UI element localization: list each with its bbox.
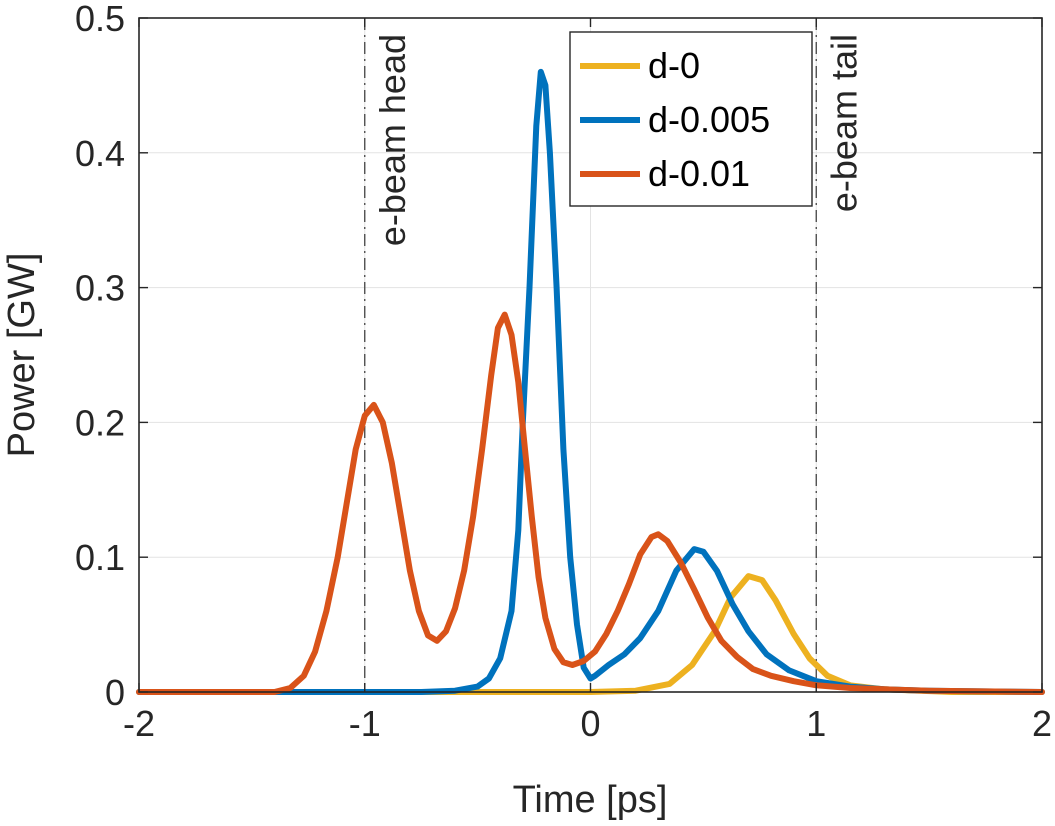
x-tick-label: 1	[806, 703, 826, 744]
reference-line-label: e-beam head	[372, 34, 413, 246]
data-series	[136, 68, 1045, 695]
series-line	[136, 68, 1045, 695]
legend-entry-d-0: d-0	[580, 45, 700, 86]
x-tick-label: 2	[1032, 703, 1052, 744]
y-tick-label: 0	[105, 672, 125, 713]
y-tick-label: 0.2	[75, 402, 125, 443]
x-axis-label: Time [ps]	[513, 779, 668, 821]
x-tick-label: 0	[580, 703, 600, 744]
x-tick-label: -2	[123, 703, 155, 744]
y-tick-label: 0.5	[75, 0, 125, 39]
legend-label: d-0	[648, 45, 700, 86]
legend: d-0 d-0.005 d-0.01	[569, 31, 813, 207]
axis-ticks: -2 -1 0 1 2 0 0.1 0.2 0.3 0.4 0.5	[75, 0, 1052, 744]
x-tick-label: -1	[349, 703, 381, 744]
legend-entry-d-0.01: d-0.01	[580, 153, 750, 194]
legend-label: d-0.01	[648, 153, 750, 194]
reference-line-label: e-beam tail	[823, 34, 864, 212]
y-axis-label: Power [GW]	[1, 253, 43, 458]
y-tick-label: 0.1	[75, 537, 125, 578]
y-tick-label: 0.4	[75, 133, 125, 174]
legend-label: d-0.005	[648, 99, 770, 140]
legend-entry-d-0.005: d-0.005	[580, 99, 770, 140]
reference-lines: e-beam head e-beam tail	[364, 18, 864, 692]
series-line	[136, 311, 1045, 695]
y-tick-label: 0.3	[75, 268, 125, 309]
